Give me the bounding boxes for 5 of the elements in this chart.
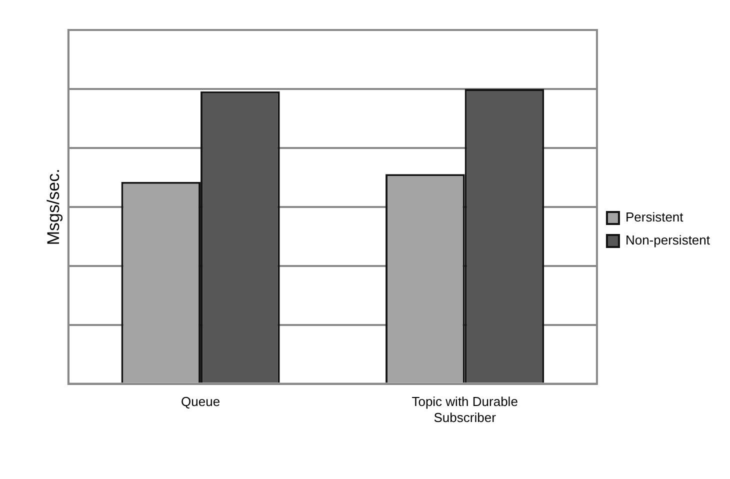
legend-label: Persistent <box>625 210 684 225</box>
x-tick-label: Queue <box>181 394 220 410</box>
legend-label: Non-persistent <box>625 232 710 248</box>
x-tick-label: Topic with Durable Subscriber <box>412 394 518 425</box>
y-axis-title: Msgs/sec. <box>44 168 63 246</box>
